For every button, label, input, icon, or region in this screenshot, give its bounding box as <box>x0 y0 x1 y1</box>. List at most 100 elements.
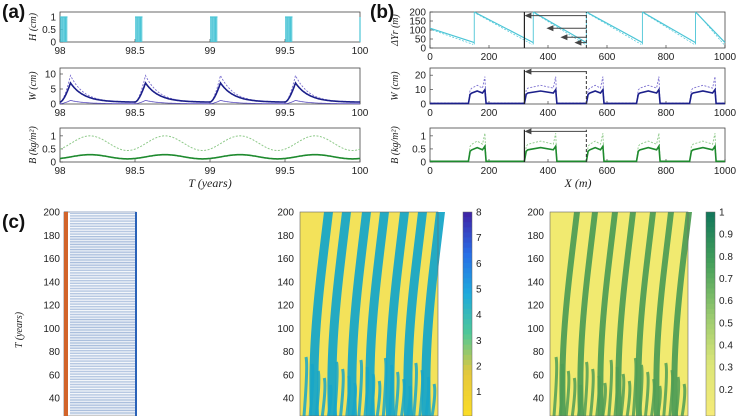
y-tick-label: 200 <box>409 8 426 19</box>
colorbar-step <box>706 303 715 310</box>
y-tick-label: 180 <box>277 231 294 242</box>
x-tick-label: 200 <box>481 108 498 119</box>
heatmap-frame <box>549 211 689 416</box>
y-tick-label: 150 <box>409 17 426 28</box>
x-tick-label: 98 <box>54 166 66 177</box>
y-tick-label: 0 <box>420 158 426 169</box>
series-dotted <box>430 76 725 104</box>
heatmap-branch <box>345 375 351 416</box>
y-tick-label: 1 <box>50 131 56 142</box>
colorbar-step <box>463 344 472 351</box>
x-tick-label: 99 <box>204 108 216 119</box>
colorbar-step <box>706 390 715 397</box>
colorbar-step <box>706 405 715 412</box>
heatmap-band <box>421 212 445 416</box>
x-tick-label: 98.5 <box>125 46 145 57</box>
y-axis-label-c: T (years) <box>14 311 25 348</box>
plot-area: 00.510 200 400 600 800 1000 <box>412 128 737 177</box>
y-axis-label: W (cm) <box>390 71 401 101</box>
arrow-head <box>524 128 532 135</box>
colorbar-step <box>463 410 472 416</box>
colorbar-step <box>463 365 472 371</box>
colorbar-tick-label: 0.7 <box>719 274 733 285</box>
series-dotted <box>430 133 725 162</box>
colorbar-step <box>706 380 715 386</box>
colorbar-step <box>706 227 715 233</box>
panel-label-b: (b) <box>370 2 394 23</box>
colorbar-step <box>706 370 715 376</box>
colorbar-step <box>706 410 715 416</box>
colorbar-step <box>463 227 472 233</box>
sawtooth-faint <box>432 29 474 45</box>
heatmap-branch <box>644 371 650 416</box>
heatmap-branch <box>357 359 364 416</box>
x-tick-label: 99.5 <box>275 108 295 119</box>
y-tick-label: 10 <box>45 70 57 81</box>
colorbar-step <box>463 278 472 284</box>
colorbar-step <box>706 288 715 295</box>
colorbar-step <box>463 319 472 325</box>
sawtooth-segment <box>695 11 726 44</box>
y-tick-label: 0.5 <box>42 25 56 36</box>
colorbar-tick-label: 5 <box>476 284 482 295</box>
panel-label-a: (a) <box>2 2 25 23</box>
heatmap-branch <box>406 385 412 416</box>
colorbar-step <box>706 222 715 228</box>
colorbar-step <box>706 283 715 289</box>
colorbar-step <box>463 375 472 381</box>
y-tick-label: 100 <box>277 324 294 335</box>
y-axis-label: ΔYr (m) <box>390 13 401 46</box>
y-tick-label: 0.5 <box>412 144 426 155</box>
colorbar-tick-label: 0.8 <box>719 252 733 263</box>
colorbar-step <box>463 370 472 376</box>
sawtooth-faint <box>697 13 725 45</box>
colorbar-step <box>463 405 472 412</box>
colorbar-tick-label: 3 <box>476 336 482 347</box>
colorbar-step <box>706 349 715 356</box>
colorbar-step <box>463 303 472 310</box>
heatmap-branch <box>680 383 687 416</box>
arrow-head <box>524 12 532 19</box>
x-axis-label-b: X (m) <box>564 176 592 190</box>
x-tick-label: 0 <box>427 52 433 63</box>
y-tick-label: 0 <box>50 38 56 49</box>
colorbar-step <box>463 252 472 259</box>
x-tick-label: 200 <box>481 166 498 177</box>
heatmap-branch <box>430 383 437 416</box>
colorbar-step <box>463 283 472 289</box>
axes-frame <box>59 67 361 105</box>
y-tick-label: 0 <box>50 158 56 169</box>
colorbar-step <box>463 329 472 335</box>
y-tick-label: 140 <box>43 277 60 288</box>
x-tick-label: 600 <box>599 52 616 63</box>
heatmap-branch <box>375 380 382 416</box>
heatmap-branch <box>394 371 400 416</box>
sawtooth-faint <box>644 13 695 45</box>
x-tick-label: 0 <box>427 166 433 177</box>
colorbar-step <box>706 400 715 407</box>
heatmap-band <box>615 212 636 416</box>
heatmap-branch <box>387 364 394 416</box>
heatmap-branch <box>314 370 321 416</box>
sawtooth-segment <box>533 11 587 44</box>
heatmap-branch <box>558 363 565 416</box>
heatmap-branch <box>302 356 309 416</box>
heatmap-branch <box>412 362 418 416</box>
colorbar-step <box>706 329 715 335</box>
heatmap-branch <box>308 363 315 416</box>
colorbar-step <box>706 395 715 402</box>
colorbar-step <box>706 257 715 264</box>
y-tick-label: 120 <box>527 301 544 312</box>
colorbar-step <box>706 359 715 366</box>
heatmap-branch <box>589 368 595 416</box>
panel-a-W: W (cm) 0 5 10 98 98.5 99 99.5 100 <box>28 67 369 119</box>
sawtooth-faint <box>476 13 533 45</box>
panel-label-c: (c) <box>2 212 25 233</box>
colorbar-step <box>463 222 472 228</box>
